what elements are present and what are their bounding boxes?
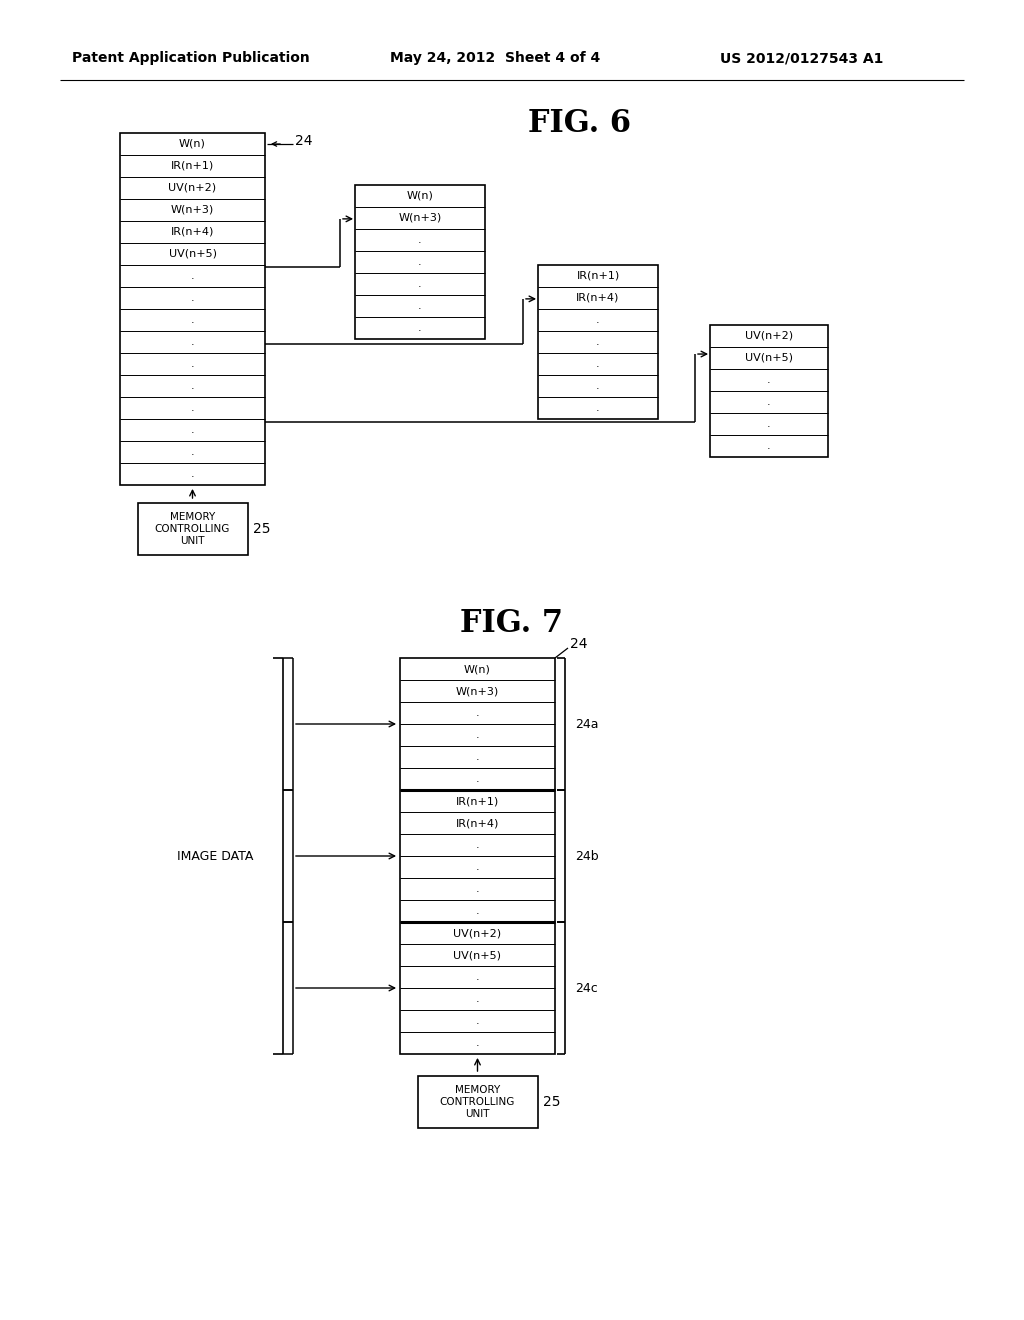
Text: .: . [190,337,195,347]
Text: .: . [190,271,195,281]
Text: 25: 25 [254,521,271,536]
Text: .: . [767,397,771,407]
Text: UV(n+5): UV(n+5) [454,950,502,960]
Text: .: . [476,1038,479,1048]
Text: IR(n+4): IR(n+4) [171,227,214,238]
Bar [710,325,828,457]
Text: FIG. 7: FIG. 7 [461,609,563,639]
Text: .: . [476,884,479,894]
Bar [120,133,265,484]
Text: W(n+3): W(n+3) [456,686,499,696]
Text: .: . [190,315,195,325]
Text: .: . [767,441,771,451]
Text: UV(n+2): UV(n+2) [168,183,216,193]
Text: .: . [476,906,479,916]
Text: UV(n+2): UV(n+2) [744,331,793,341]
Bar [355,185,485,339]
Text: IR(n+4): IR(n+4) [456,818,499,828]
Text: Patent Application Publication: Patent Application Publication [72,51,309,65]
Text: .: . [596,359,600,370]
Text: 24: 24 [295,135,312,148]
Text: FIG. 6: FIG. 6 [528,108,632,139]
Text: .: . [476,840,479,850]
Text: .: . [190,425,195,436]
Bar [137,503,248,554]
Text: .: . [418,323,422,333]
Text: .: . [596,315,600,325]
Bar [400,657,555,1053]
Bar [418,1076,538,1129]
Text: W(n): W(n) [407,191,433,201]
Text: 24c: 24c [575,982,598,994]
Text: .: . [476,972,479,982]
Text: IR(n+1): IR(n+1) [577,271,620,281]
Text: UV(n+5): UV(n+5) [169,249,216,259]
Text: .: . [476,730,479,741]
Text: IR(n+1): IR(n+1) [171,161,214,172]
Text: US 2012/0127543 A1: US 2012/0127543 A1 [720,51,884,65]
Text: .: . [596,337,600,347]
Text: IR(n+1): IR(n+1) [456,796,499,807]
Text: .: . [418,301,422,312]
Text: .: . [767,375,771,385]
Text: May 24, 2012  Sheet 4 of 4: May 24, 2012 Sheet 4 of 4 [390,51,600,65]
Text: .: . [190,403,195,413]
Text: .: . [476,994,479,1005]
Text: 24b: 24b [575,850,599,862]
Bar [538,265,658,418]
Text: .: . [190,359,195,370]
Text: 25: 25 [544,1096,561,1109]
Text: .: . [418,235,422,246]
Text: .: . [767,418,771,429]
Text: W(n+3): W(n+3) [398,213,441,223]
Text: .: . [418,279,422,289]
Text: .: . [418,257,422,267]
Text: MEMORY
CONTROLLING
UNIT: MEMORY CONTROLLING UNIT [440,1085,515,1118]
Text: .: . [476,752,479,762]
Text: UV(n+2): UV(n+2) [454,928,502,939]
Text: .: . [596,381,600,391]
Text: .: . [476,774,479,784]
Text: .: . [596,403,600,413]
Text: .: . [190,447,195,457]
Text: W(n+3): W(n+3) [171,205,214,215]
Text: UV(n+5): UV(n+5) [745,352,793,363]
Text: .: . [190,381,195,391]
Text: .: . [476,862,479,873]
Text: 24: 24 [570,638,588,651]
Text: IR(n+4): IR(n+4) [577,293,620,304]
Text: IMAGE DATA: IMAGE DATA [177,850,253,862]
Text: W(n): W(n) [464,664,490,675]
Text: .: . [190,469,195,479]
Text: 24a: 24a [575,718,598,730]
Text: .: . [190,293,195,304]
Text: .: . [476,1016,479,1026]
Text: .: . [476,708,479,718]
Text: MEMORY
CONTROLLING
UNIT: MEMORY CONTROLLING UNIT [155,512,230,545]
Text: W(n): W(n) [179,139,206,149]
